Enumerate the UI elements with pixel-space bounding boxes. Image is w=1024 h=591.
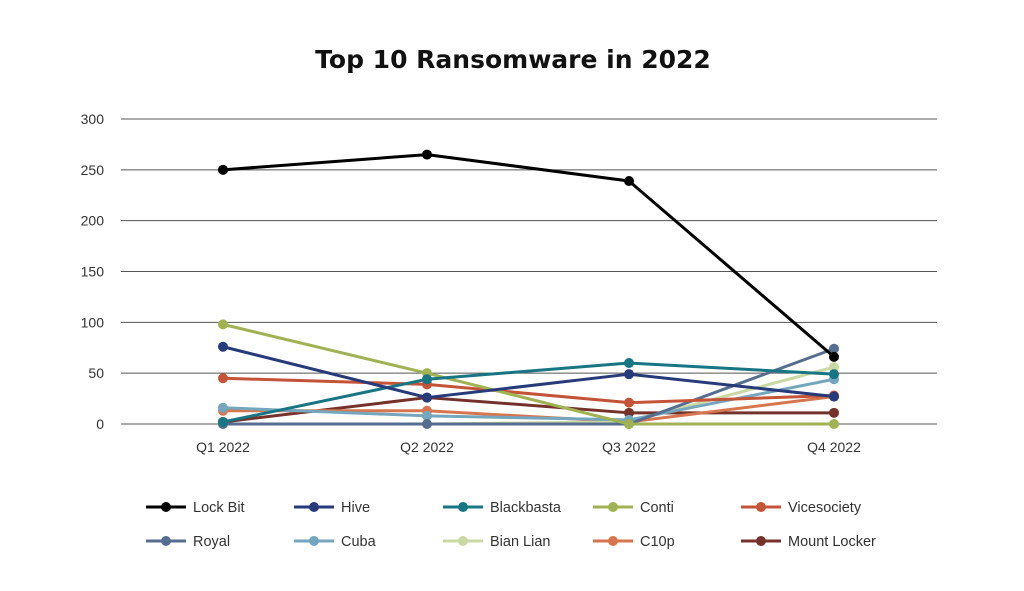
y-tick-label: 0 bbox=[96, 416, 104, 432]
series-conti bbox=[218, 319, 839, 429]
legend-label: Conti bbox=[640, 500, 674, 516]
data-point bbox=[218, 402, 228, 413]
legend-swatch-marker bbox=[756, 536, 766, 546]
series-line bbox=[222, 345, 835, 400]
data-point bbox=[829, 343, 839, 354]
data-point bbox=[829, 369, 839, 380]
series-blackbasta bbox=[218, 358, 839, 427]
data-point bbox=[422, 149, 432, 160]
legend-item: Bian Lian bbox=[443, 534, 550, 550]
data-point bbox=[829, 351, 839, 362]
data-point bbox=[624, 419, 634, 429]
data-point bbox=[624, 369, 634, 380]
data-point bbox=[422, 419, 432, 429]
legend-swatch-marker bbox=[161, 536, 171, 546]
y-tick-label: 100 bbox=[81, 314, 105, 330]
data-point bbox=[218, 164, 228, 175]
series-line bbox=[222, 376, 835, 405]
x-axis-ticks: Q1 2022 Q2 2022 Q3 2022 Q4 2022 bbox=[196, 439, 861, 455]
y-tick-label: 200 bbox=[81, 213, 105, 229]
legend-swatch-marker bbox=[309, 502, 319, 512]
legend-item: Blackbasta bbox=[443, 500, 562, 516]
data-point bbox=[218, 341, 228, 352]
chart-title: Top 10 Ransomware in 2022 bbox=[315, 45, 711, 74]
legend-label: Blackbasta bbox=[490, 500, 562, 516]
series-line bbox=[222, 361, 835, 424]
data-point bbox=[624, 407, 634, 418]
data-point bbox=[422, 392, 432, 403]
legend-label: Hive bbox=[341, 500, 370, 516]
series-line bbox=[222, 322, 834, 426]
legend-label: Royal bbox=[193, 534, 230, 550]
legend-item: Mount Locker bbox=[741, 534, 876, 550]
legend: Lock Bit Hive Blackbasta Conti Vicesociety Ro… bbox=[146, 500, 876, 550]
data-point bbox=[422, 374, 432, 385]
series-lock-bit bbox=[218, 149, 839, 362]
data-point bbox=[624, 358, 634, 368]
legend-item: Royal bbox=[146, 534, 230, 550]
data-point bbox=[624, 176, 634, 187]
legend-label: Cuba bbox=[341, 534, 377, 550]
legend-item: C10p bbox=[593, 534, 675, 550]
legend-swatch-marker bbox=[161, 502, 171, 512]
legend-item: Vicesociety bbox=[741, 500, 862, 516]
data-point bbox=[218, 373, 228, 384]
data-point bbox=[829, 391, 839, 402]
legend-label: C10p bbox=[640, 534, 675, 550]
legend-swatch-marker bbox=[458, 502, 468, 512]
x-tick-label: Q2 2022 bbox=[400, 439, 454, 455]
data-point bbox=[829, 407, 839, 418]
x-tick-label: Q1 2022 bbox=[196, 439, 250, 455]
series-hive bbox=[218, 341, 839, 403]
legend-item: Conti bbox=[593, 500, 674, 516]
legend-label: Mount Locker bbox=[788, 534, 876, 550]
legend-swatch-marker bbox=[458, 536, 468, 546]
legend-item: Cuba bbox=[294, 534, 377, 550]
x-tick-label: Q3 2022 bbox=[602, 439, 656, 455]
y-tick-label: 300 bbox=[81, 111, 105, 127]
data-point bbox=[218, 319, 228, 330]
y-tick-label: 250 bbox=[81, 162, 105, 178]
data-point bbox=[422, 410, 432, 421]
data-point bbox=[829, 419, 839, 429]
legend-swatch-marker bbox=[608, 536, 618, 546]
y-axis-ticks: 0 50 100 150 200 250 300 bbox=[81, 111, 105, 432]
series-lines bbox=[218, 149, 839, 429]
x-tick-label: Q4 2022 bbox=[807, 439, 861, 455]
legend-item: Hive bbox=[294, 500, 370, 516]
series-line bbox=[222, 153, 835, 359]
legend-item: Lock Bit bbox=[146, 500, 245, 516]
legend-swatch-marker bbox=[309, 536, 319, 546]
legend-label: Lock Bit bbox=[193, 500, 245, 516]
legend-swatch-marker bbox=[756, 502, 766, 512]
legend-label: Bian Lian bbox=[490, 534, 550, 550]
gridlines bbox=[121, 118, 937, 425]
y-tick-label: 50 bbox=[88, 365, 104, 381]
data-point bbox=[829, 362, 839, 373]
legend-swatch-marker bbox=[608, 502, 618, 512]
legend-label: Vicesociety bbox=[788, 500, 862, 516]
data-point bbox=[218, 416, 228, 427]
y-tick-label: 150 bbox=[81, 264, 105, 280]
data-point bbox=[624, 397, 634, 408]
